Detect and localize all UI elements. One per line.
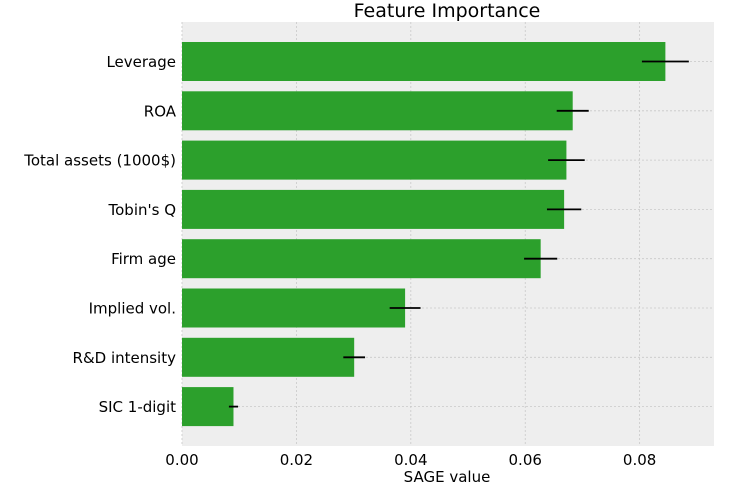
chart-title: Feature Importance	[354, 0, 541, 22]
x-tick-label: 0.00	[165, 451, 198, 469]
bar	[182, 288, 406, 328]
bar	[182, 189, 565, 229]
y-tick-label: Leverage	[106, 53, 176, 71]
bar	[182, 91, 573, 131]
x-tick-labels: 0.00 0.02 0.04 0.06 0.08	[165, 451, 656, 469]
bar	[182, 42, 666, 81]
plot-area	[182, 22, 714, 446]
bar	[182, 387, 234, 427]
y-tick-label: R&D intensity	[73, 349, 177, 367]
y-tick-label: Firm age	[111, 250, 176, 268]
y-tick-label: Tobin's Q	[108, 201, 177, 219]
x-axis-label: SAGE value	[404, 468, 491, 486]
y-tick-label: ROA	[144, 102, 177, 120]
x-tick-label: 0.06	[509, 451, 542, 469]
bar	[182, 239, 541, 279]
y-tick-label: SIC 1-digit	[99, 398, 177, 416]
x-tick-label: 0.08	[623, 451, 656, 469]
bar	[182, 140, 567, 180]
y-tick-labels: Leverage ROA Total assets (1000$) Tobin's Q…	[23, 53, 176, 416]
bar	[182, 337, 355, 377]
error-bars	[228, 60, 689, 408]
y-tick-label: Total assets (1000$)	[23, 152, 176, 170]
bars	[182, 42, 666, 427]
y-tick-label: Implied vol.	[89, 300, 176, 318]
x-tick-label: 0.04	[394, 451, 427, 469]
x-tick-label: 0.02	[280, 451, 313, 469]
